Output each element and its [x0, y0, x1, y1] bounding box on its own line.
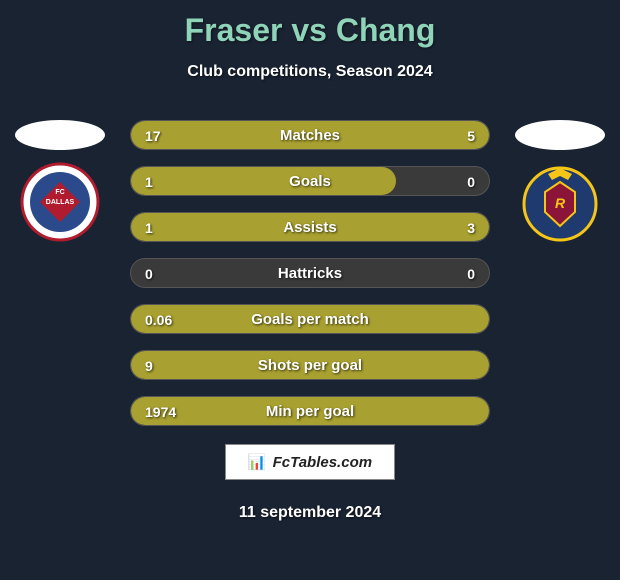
svg-text:DALLAS: DALLAS: [46, 199, 75, 206]
club-badge-left: FC DALLAS: [20, 162, 100, 242]
stat-bar: 1Assists3: [130, 212, 490, 242]
subtitle: Club competitions, Season 2024: [0, 63, 620, 81]
player-right-panel: R: [510, 120, 610, 242]
footer-logo-text: FcTables.com: [273, 454, 372, 471]
stat-value-right: 0: [467, 167, 475, 196]
stat-label: Assists: [131, 213, 489, 242]
footer-date: 11 september 2024: [0, 504, 620, 522]
stat-label: Min per goal: [131, 397, 489, 426]
stat-bar: 0Hattricks0: [130, 258, 490, 288]
stat-label: Goals: [131, 167, 489, 196]
club-badge-right: R: [520, 162, 600, 242]
stat-label: Matches: [131, 121, 489, 150]
stat-bar: 1Goals0: [130, 166, 490, 196]
stat-value-right: 0: [467, 259, 475, 288]
stat-label: Goals per match: [131, 305, 489, 334]
chart-icon: 📊: [248, 453, 267, 471]
player-left-panel: FC DALLAS: [10, 120, 110, 242]
rsl-badge-icon: R: [520, 162, 600, 242]
stat-value-right: 3: [467, 213, 475, 242]
player-right-silhouette: [515, 120, 605, 150]
svg-text:R: R: [555, 195, 566, 211]
stat-bar: 9Shots per goal: [130, 350, 490, 380]
footer-logo: 📊 FcTables.com: [225, 444, 395, 480]
stat-label: Shots per goal: [131, 351, 489, 380]
page-title: Fraser vs Chang: [0, 0, 620, 49]
stats-bars-container: 17Matches51Goals01Assists30Hattricks00.0…: [130, 120, 490, 442]
stat-label: Hattricks: [131, 259, 489, 288]
stat-value-right: 5: [467, 121, 475, 150]
stat-bar: 0.06Goals per match: [130, 304, 490, 334]
svg-text:FC: FC: [55, 189, 64, 196]
stat-bar: 1974Min per goal: [130, 396, 490, 426]
player-left-silhouette: [15, 120, 105, 150]
fc-dallas-badge-icon: FC DALLAS: [20, 162, 100, 242]
stat-bar: 17Matches5: [130, 120, 490, 150]
